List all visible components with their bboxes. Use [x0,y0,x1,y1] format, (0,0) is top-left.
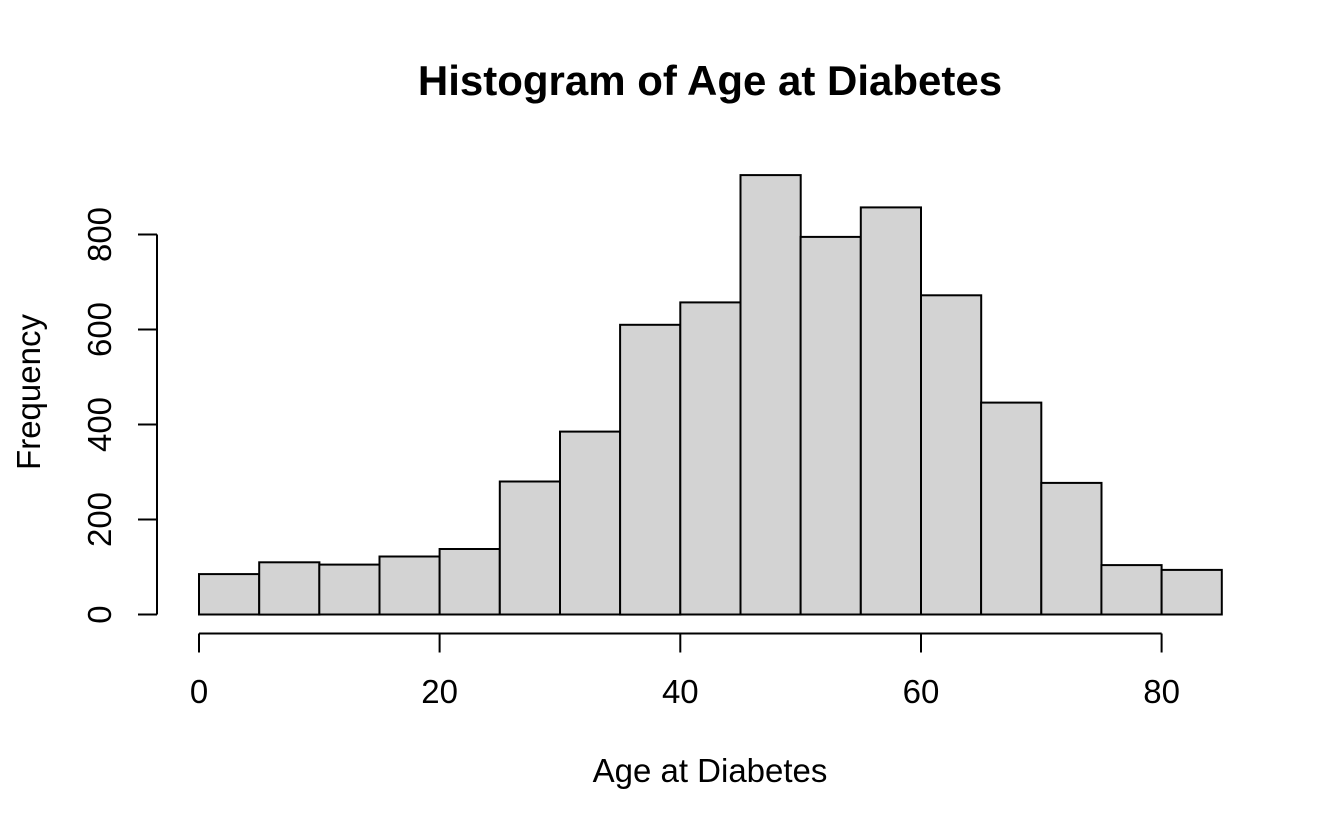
y-tick-label: 600 [81,302,118,357]
x-tick-label: 0 [190,673,208,710]
histogram-bar [1160,568,1223,616]
histogram-bar [1040,481,1103,616]
histogram-bar [559,430,622,616]
histogram-bar [980,401,1043,616]
histogram-bar [1100,564,1163,616]
histogram-bar [619,323,682,616]
y-tick-label: 200 [81,492,118,547]
chart-title: Histogram of Age at Diabetes [418,57,1002,104]
x-tick-label: 60 [903,673,940,710]
histogram-bar [859,206,922,616]
histogram-bar [378,555,441,616]
x-tick-label: 20 [421,673,458,710]
histogram-bar [318,563,381,616]
bars-layer [198,174,1223,616]
histogram-bar [198,573,261,616]
y-tick-label: 800 [81,207,118,262]
x-tick-label: 40 [662,673,699,710]
y-tick-label: 0 [81,605,118,623]
x-axis-label: Age at Diabetes [593,752,828,789]
x-tick-label: 80 [1143,673,1180,710]
histogram-bar [498,480,561,616]
histogram-bar [799,235,862,616]
histogram-bar [920,294,983,616]
y-axis-label: Frequency [10,314,47,470]
histogram-bar [739,174,802,616]
histogram-bar [438,548,501,616]
y-tick-label: 400 [81,397,118,452]
axes-layer: 0 200 400 600 800 0 20 40 60 80 [81,207,1180,710]
histogram-bar [258,561,321,616]
histogram-bar [679,301,742,616]
